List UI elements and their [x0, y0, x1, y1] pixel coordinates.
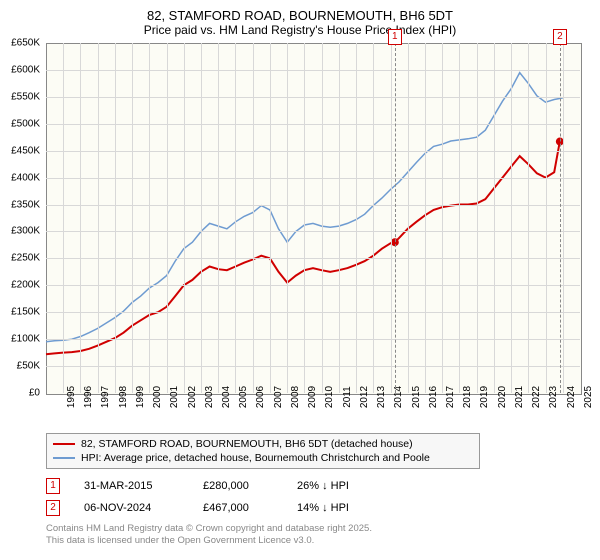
legend-row: HPI: Average price, detached house, Bour… [53, 451, 473, 465]
record-index-box: 1 [46, 478, 60, 494]
gridline-v [563, 43, 564, 393]
y-axis-label: £500K [0, 118, 40, 129]
chart-title-block: 82, STAMFORD ROAD, BOURNEMOUTH, BH6 5DT … [0, 0, 600, 37]
footer-attribution: Contains HM Land Registry data © Crown c… [46, 523, 600, 547]
y-axis-label: £350K [0, 199, 40, 210]
gridline-v [356, 43, 357, 393]
gridline-h [46, 70, 580, 71]
gridline-v [528, 43, 529, 393]
gridline-v [408, 43, 409, 393]
y-axis-label: £450K [0, 145, 40, 156]
y-axis-label: £250K [0, 253, 40, 264]
gridline-v [425, 43, 426, 393]
chart-title-line2: Price paid vs. HM Land Registry's House … [0, 23, 600, 37]
gridline-v [511, 43, 512, 393]
gridline-v [63, 43, 64, 393]
gridline-h [46, 124, 580, 125]
gridline-h [46, 178, 580, 179]
gridline-h [46, 258, 580, 259]
gridline-v [391, 43, 392, 393]
gridline-v [149, 43, 150, 393]
legend-row: 82, STAMFORD ROAD, BOURNEMOUTH, BH6 5DT … [53, 437, 473, 451]
gridline-h [46, 205, 580, 206]
gridline-h [46, 339, 580, 340]
y-axis-label: £200K [0, 280, 40, 291]
gridline-v [477, 43, 478, 393]
sale-records-table: 1 31-MAR-2015 £280,000 26% ↓ HPI 2 06-NO… [46, 475, 600, 519]
record-date: 31-MAR-2015 [84, 480, 179, 492]
gridline-v [253, 43, 254, 393]
gridline-v [184, 43, 185, 393]
y-axis-label: £0 [0, 388, 40, 399]
marker-reference-line [560, 43, 561, 393]
gridline-v [322, 43, 323, 393]
y-axis-label: £650K [0, 38, 40, 49]
series-line-price_paid [46, 142, 560, 355]
gridline-v [494, 43, 495, 393]
y-axis-label: £300K [0, 226, 40, 237]
chart-title-line1: 82, STAMFORD ROAD, BOURNEMOUTH, BH6 5DT [0, 8, 600, 23]
gridline-v [132, 43, 133, 393]
chart-lines-svg [46, 43, 580, 393]
gridline-v [373, 43, 374, 393]
record-price: £467,000 [203, 502, 273, 514]
marker-reference-line [395, 43, 396, 393]
chart-plot-area: £0£50K£100K£150K£200K£250K£300K£350K£400… [46, 43, 580, 393]
record-price: £280,000 [203, 480, 273, 492]
legend-box: 82, STAMFORD ROAD, BOURNEMOUTH, BH6 5DT … [46, 433, 480, 469]
legend-label: 82, STAMFORD ROAD, BOURNEMOUTH, BH6 5DT … [81, 438, 413, 450]
y-axis-label: £600K [0, 64, 40, 75]
gridline-v [115, 43, 116, 393]
record-date: 06-NOV-2024 [84, 502, 179, 514]
gridline-v [201, 43, 202, 393]
callout-index-box: 2 [553, 29, 567, 45]
callout-index-box: 1 [388, 29, 402, 45]
gridline-h [46, 151, 580, 152]
record-hpi-diff: 14% ↓ HPI [297, 502, 387, 514]
y-axis-label: £550K [0, 91, 40, 102]
y-axis-label: £400K [0, 172, 40, 183]
gridline-v [218, 43, 219, 393]
y-axis-label: £150K [0, 307, 40, 318]
y-axis-label: £100K [0, 334, 40, 345]
gridline-h [46, 312, 580, 313]
legend-label: HPI: Average price, detached house, Bour… [81, 452, 430, 464]
gridline-h [46, 285, 580, 286]
table-row: 2 06-NOV-2024 £467,000 14% ↓ HPI [46, 497, 600, 519]
footer-line2: This data is licensed under the Open Gov… [46, 535, 600, 547]
gridline-v [270, 43, 271, 393]
gridline-h [46, 97, 580, 98]
footer-line1: Contains HM Land Registry data © Crown c… [46, 523, 600, 535]
legend-swatch-price-paid [53, 443, 75, 445]
record-hpi-diff: 26% ↓ HPI [297, 480, 387, 492]
gridline-v [442, 43, 443, 393]
gridline-v [80, 43, 81, 393]
gridline-v [167, 43, 168, 393]
record-index-box: 2 [46, 500, 60, 516]
y-axis-label: £50K [0, 361, 40, 372]
gridline-v [287, 43, 288, 393]
legend-swatch-hpi [53, 457, 75, 459]
gridline-v [304, 43, 305, 393]
gridline-v [235, 43, 236, 393]
gridline-h [46, 366, 580, 367]
gridline-v [339, 43, 340, 393]
table-row: 1 31-MAR-2015 £280,000 26% ↓ HPI [46, 475, 600, 497]
gridline-h [46, 231, 580, 232]
gridline-v [546, 43, 547, 393]
x-axis-label: 2026 [580, 386, 600, 408]
gridline-v [98, 43, 99, 393]
gridline-v [459, 43, 460, 393]
